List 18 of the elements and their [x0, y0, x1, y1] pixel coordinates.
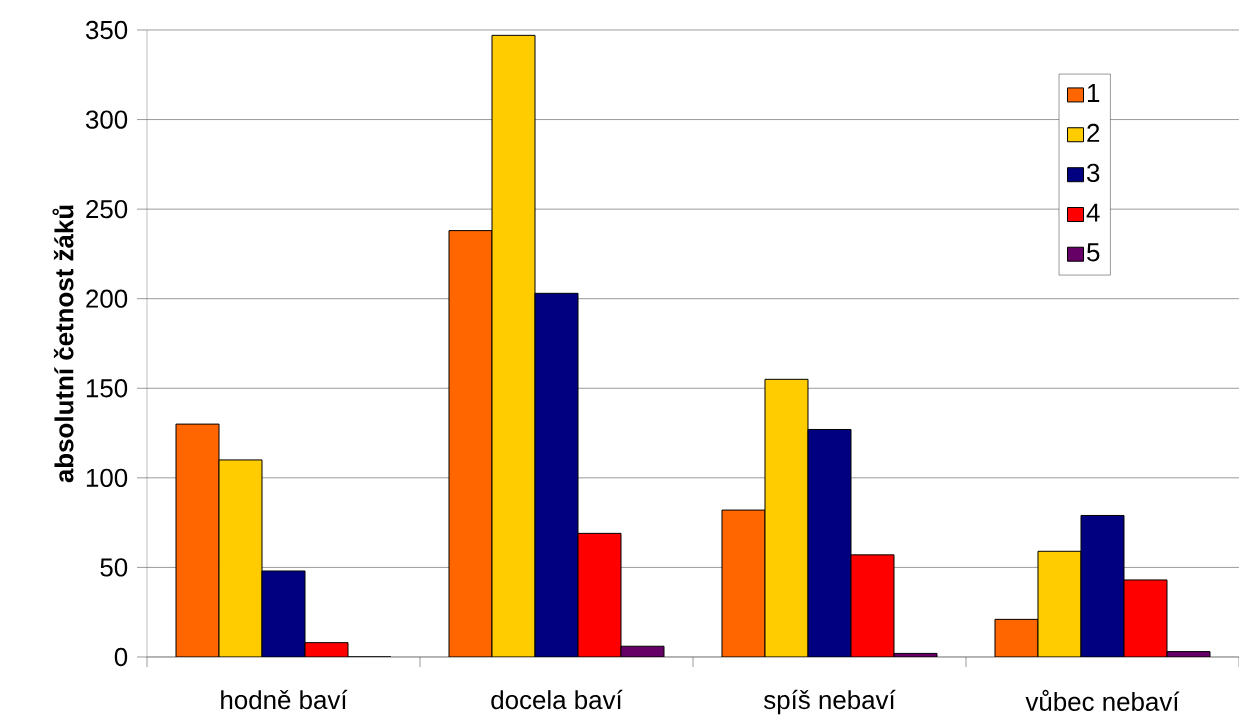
legend-label: 1	[1087, 84, 1100, 102]
y-tick-label: 200	[86, 289, 128, 308]
x-tick-label: spíš nebaví	[763, 689, 896, 715]
y-tick-label: 300	[85, 110, 128, 129]
legend-label: 3	[1086, 163, 1100, 183]
y-tick-label: 100	[86, 468, 128, 488]
y-tick-label: 150	[86, 379, 128, 398]
legend-label: 5	[1087, 243, 1100, 262]
y-tick-label: 350	[85, 20, 128, 40]
x-tick-label: vůbec nebaví	[1025, 689, 1180, 711]
y-tick-label: 250	[86, 199, 128, 219]
y-axis-title: absolutní četnost žáků	[52, 205, 74, 483]
x-tick-label: hodně baví	[221, 689, 348, 710]
y-tick-label: 0	[114, 647, 128, 667]
x-tick-label: docela baví	[491, 689, 623, 710]
legend-label: 2	[1087, 123, 1100, 142]
y-tick-label: 50	[100, 558, 128, 577]
legend-label: 4	[1086, 203, 1100, 222]
